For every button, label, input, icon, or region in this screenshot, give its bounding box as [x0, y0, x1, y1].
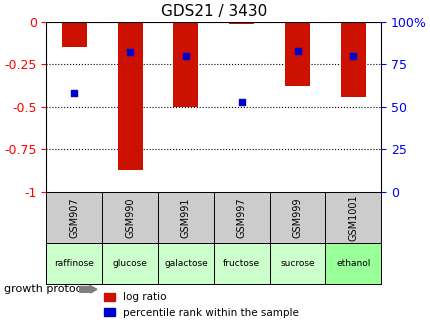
- FancyBboxPatch shape: [269, 243, 325, 284]
- Text: GSM1001: GSM1001: [347, 194, 357, 241]
- Text: fructose: fructose: [223, 259, 260, 268]
- Bar: [340, 22, 365, 96]
- Text: galactose: galactose: [164, 259, 207, 268]
- Text: GSM907: GSM907: [69, 197, 79, 238]
- Bar: [117, 22, 142, 170]
- Point: [126, 50, 133, 55]
- Legend: log ratio, percentile rank within the sample: log ratio, percentile rank within the sa…: [100, 288, 302, 322]
- Point: [238, 99, 245, 104]
- Bar: [61, 22, 87, 47]
- Point: [71, 91, 77, 96]
- Bar: [284, 22, 309, 86]
- Text: sucrose: sucrose: [280, 259, 314, 268]
- Text: GSM997: GSM997: [236, 197, 246, 238]
- FancyBboxPatch shape: [158, 243, 213, 284]
- Text: glucose: glucose: [112, 259, 147, 268]
- Point: [349, 53, 356, 58]
- Point: [293, 48, 300, 53]
- Title: GDS21 / 3430: GDS21 / 3430: [160, 4, 266, 19]
- Bar: [173, 22, 198, 107]
- Point: [182, 53, 189, 58]
- Text: growth protocol: growth protocol: [4, 284, 92, 294]
- FancyBboxPatch shape: [46, 243, 102, 284]
- Text: GSM990: GSM990: [125, 197, 135, 237]
- Text: raffinose: raffinose: [54, 259, 94, 268]
- FancyBboxPatch shape: [213, 243, 269, 284]
- FancyBboxPatch shape: [102, 243, 158, 284]
- Text: GSM991: GSM991: [181, 197, 190, 237]
- FancyBboxPatch shape: [325, 243, 381, 284]
- Text: ethanol: ethanol: [335, 259, 370, 268]
- Bar: [229, 22, 254, 24]
- Text: GSM999: GSM999: [292, 197, 302, 237]
